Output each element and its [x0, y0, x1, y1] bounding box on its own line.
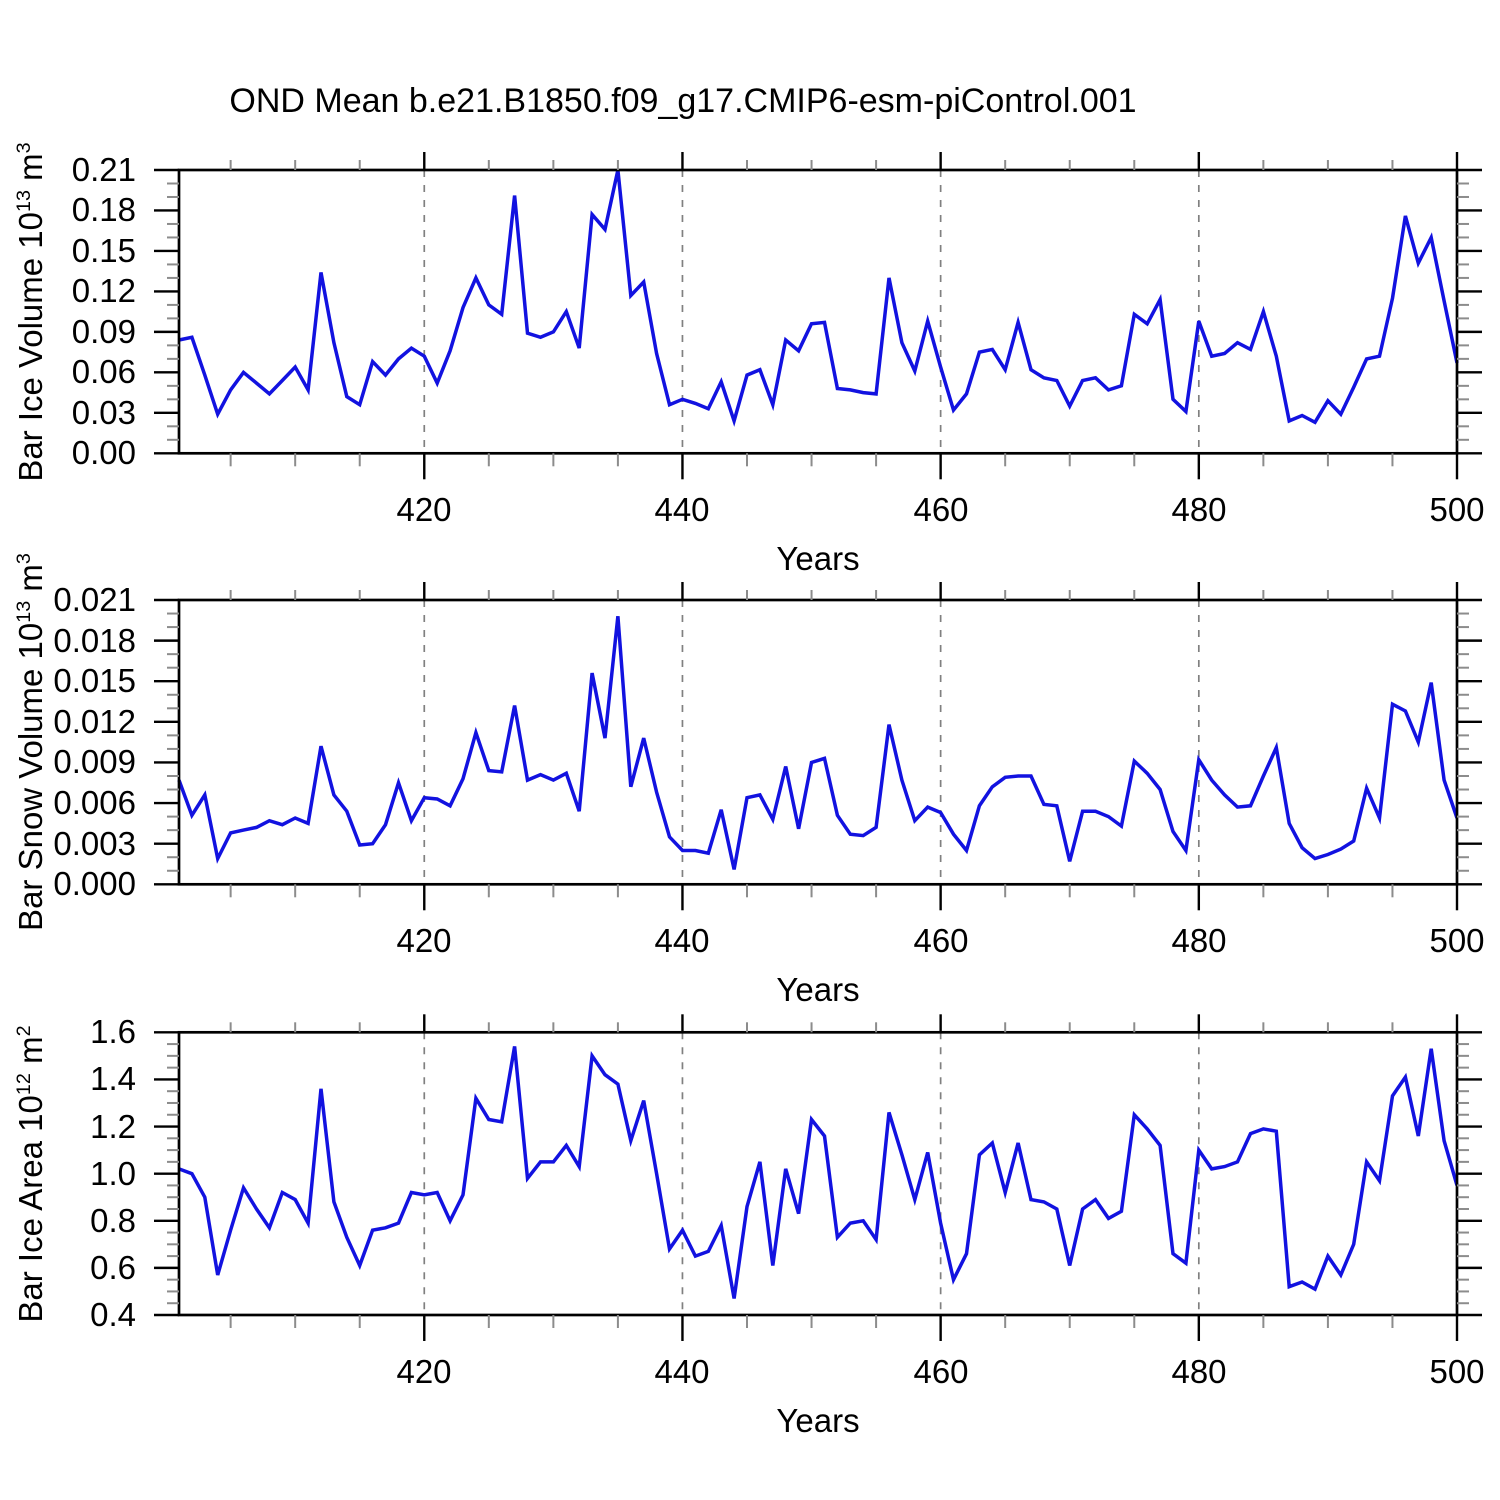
- y-tick-label: 0.003: [53, 825, 136, 862]
- y-tick-label: 0.21: [71, 151, 136, 188]
- x-tick-label: 440: [654, 491, 710, 528]
- x-tick-label: 480: [1171, 1353, 1227, 1390]
- x-axis-label: Years: [776, 540, 860, 577]
- plot-frame: [177, 168, 1459, 455]
- x-tick-label: 460: [913, 491, 969, 528]
- x-tick-label: 500: [1429, 922, 1485, 959]
- chart-title: OND Mean b.e21.B1850.f09_g17.CMIP6-esm-p…: [229, 82, 1137, 120]
- y-tick-label: 0.006: [53, 784, 136, 821]
- y-tick-label: 0.12: [71, 272, 136, 309]
- x-tick-label: 420: [396, 491, 452, 528]
- x-tick-label: 460: [913, 1353, 969, 1390]
- y-tick-label: 1.2: [90, 1108, 136, 1145]
- x-tick-label: 440: [654, 922, 710, 959]
- y-tick-label: 0.012: [53, 703, 136, 740]
- x-tick-label: 420: [396, 1353, 452, 1390]
- y-tick-label: 0.021: [53, 581, 136, 618]
- y-tick-label: 0.09: [71, 313, 136, 350]
- y-tick-label: 0.15: [71, 232, 136, 269]
- plot-frame: [177, 598, 1459, 886]
- y-tick-label: 0.015: [53, 662, 136, 699]
- x-tick-label: 500: [1429, 1353, 1485, 1390]
- y-tick-label: 0.4: [90, 1296, 136, 1333]
- data-line: [177, 616, 1459, 870]
- panel-snow-volume: [154, 582, 1482, 911]
- panel-ice-volume: [154, 152, 1482, 480]
- data-line: [178, 169, 1459, 427]
- x-tick-label: 480: [1171, 922, 1227, 959]
- y-tick-label: 0.018: [53, 622, 136, 659]
- x-tick-label: 480: [1171, 491, 1227, 528]
- y-tick-label: 0.18: [71, 191, 136, 228]
- x-tick-label: 460: [913, 922, 969, 959]
- y-tick-label: 0.009: [53, 743, 136, 780]
- x-tick-label: 500: [1429, 491, 1485, 528]
- y-tick-label: 0.8: [90, 1202, 136, 1239]
- x-axis-label: Years: [776, 971, 860, 1008]
- y-tick-label: 0.03: [71, 394, 136, 431]
- y-tick-label: 1.4: [90, 1060, 136, 1097]
- x-tick-label: 440: [654, 1353, 710, 1390]
- data-line: [178, 1046, 1459, 1299]
- x-tick-label: 420: [396, 922, 452, 959]
- y-tick-label: 0.6: [90, 1249, 136, 1286]
- y-tick-label: 0.06: [71, 353, 136, 390]
- panel-ice-area: [154, 1014, 1482, 1341]
- y-tick-label: 1.6: [90, 1013, 136, 1050]
- x-axis-label: Years: [776, 1402, 860, 1439]
- y-tick-label: 1.0: [90, 1155, 136, 1192]
- y-tick-label: 0.000: [53, 865, 136, 902]
- y-tick-label: 0.00: [71, 434, 136, 471]
- plot-frame: [177, 1030, 1459, 1317]
- y-axis-label-unit-exponent: 3: [13, 553, 35, 565]
